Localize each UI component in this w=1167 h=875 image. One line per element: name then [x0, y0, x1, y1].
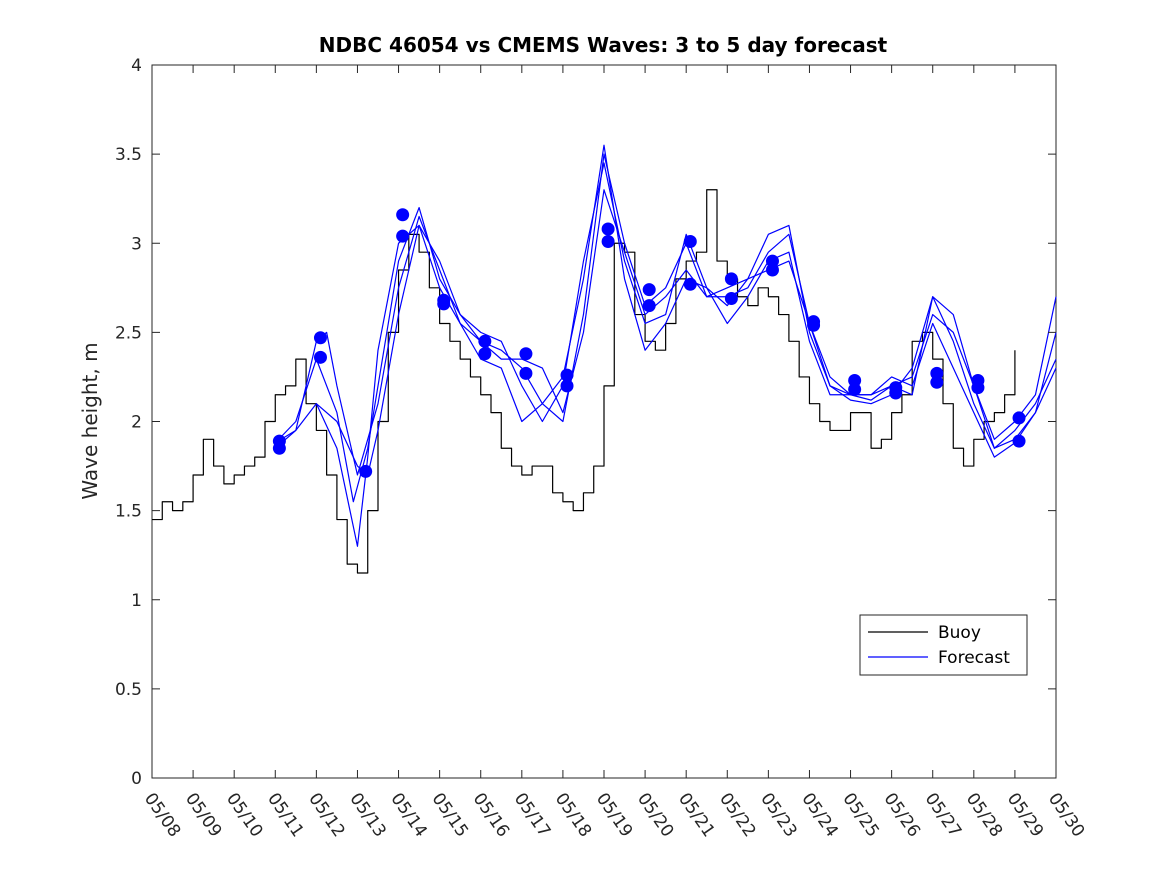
y-tick-label: 3: [131, 234, 142, 254]
forecast-marker: [765, 254, 779, 268]
forecast-marker: [478, 347, 492, 361]
y-tick-label: 4: [131, 56, 142, 76]
forecast-marker: [971, 381, 985, 395]
forecast-marker: [724, 292, 738, 306]
forecast-marker: [642, 299, 656, 313]
series-buoy-line: [152, 189, 1016, 574]
forecast-marker: [437, 297, 451, 311]
forecast-marker: [930, 366, 944, 380]
y-axis-label: Wave height, m: [78, 342, 102, 499]
forecast-marker: [683, 234, 697, 248]
forecast-marker: [560, 368, 574, 382]
forecast-marker: [1012, 434, 1026, 448]
forecast-marker: [601, 234, 615, 248]
forecast-marker: [396, 229, 410, 243]
forecast-marker: [313, 331, 327, 345]
legend: Buoy Forecast: [859, 614, 1028, 676]
series-forecast-line: [274, 162, 1057, 503]
forecast-marker: [848, 382, 862, 396]
forecast-marker: [519, 347, 533, 361]
forecast-marker: [359, 464, 373, 478]
legend-buoy-label: Buoy: [938, 623, 981, 643]
marker-layer: [272, 208, 1026, 478]
forecast-marker: [396, 208, 410, 222]
forecast-marker: [272, 441, 286, 455]
forecast-marker: [765, 263, 779, 277]
forecast-marker: [560, 379, 574, 393]
series-forecast-line: [315, 144, 1057, 547]
forecast-marker: [601, 222, 615, 236]
y-axis: 0 0.5 1 1.5 2 2.5 3 3.5 4: [115, 56, 1056, 789]
legend-box: [859, 614, 1028, 676]
chart-title: NDBC 46054 vs CMEMS Waves: 3 to 5 day fo…: [319, 33, 888, 57]
forecast-marker: [519, 366, 533, 380]
y-tick-label: 2: [131, 413, 142, 433]
forecast-marker: [1012, 411, 1026, 425]
y-tick-label: 0.5: [115, 680, 142, 700]
forecast-marker: [807, 318, 821, 332]
series-forecast-line: [274, 153, 1057, 476]
forecast-marker: [642, 283, 656, 297]
y-tick-label: 3.5: [115, 145, 142, 165]
legend-forecast-label: Forecast: [938, 648, 1010, 668]
forecast-marker: [848, 374, 862, 388]
y-tick-label: 0: [131, 769, 142, 789]
y-tick-label: 1.5: [115, 502, 142, 522]
forecast-marker: [478, 334, 492, 348]
forecast-marker: [683, 277, 697, 291]
forecast-marker: [889, 386, 903, 400]
forecast-marker: [724, 272, 738, 286]
forecast-marker: [313, 350, 327, 364]
y-tick-label: 2.5: [115, 323, 142, 343]
y-tick-label: 1: [131, 591, 142, 611]
forecast-marker: [930, 375, 944, 389]
